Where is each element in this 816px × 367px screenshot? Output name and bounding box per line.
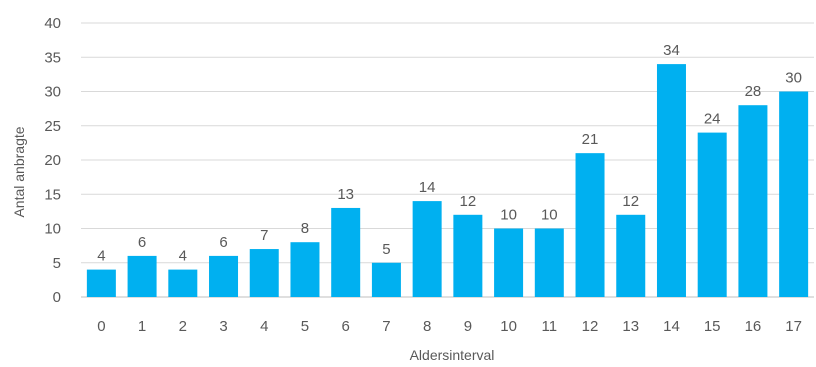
x-tick-label: 16 (745, 318, 762, 335)
bar (127, 255, 157, 297)
data-label: 6 (219, 234, 227, 251)
data-label: 5 (382, 241, 390, 258)
data-label: 14 (419, 179, 436, 196)
y-tick-label: 40 (44, 15, 61, 32)
x-tick-label: 14 (663, 318, 680, 335)
x-tick-label: 13 (622, 318, 639, 335)
y-axis-title: Antal anbragte (11, 126, 27, 217)
data-labels: 4 6 4 6 7 8 13 5 14 12 10 10 21 12 34 24 28 30 (97, 42, 802, 265)
bars (86, 64, 809, 297)
data-label: 30 (785, 70, 802, 87)
x-tick-label: 17 (785, 318, 802, 335)
data-label: 6 (138, 234, 146, 251)
bar (290, 242, 320, 297)
y-tick-label: 20 (44, 152, 61, 169)
data-label: 12 (622, 193, 639, 210)
data-label: 8 (301, 220, 309, 237)
x-tick-label: 8 (423, 318, 431, 335)
bar (534, 228, 564, 297)
y-tick-label: 0 (53, 289, 61, 306)
data-label: 34 (663, 42, 680, 59)
x-tick-label: 4 (260, 318, 268, 335)
bar (209, 255, 239, 297)
y-tick-label: 35 (44, 49, 61, 66)
data-label: 10 (500, 207, 517, 224)
x-tick-label: 1 (138, 318, 146, 335)
y-axis-ticks: 0 5 10 15 20 25 30 35 40 (44, 15, 61, 306)
bar (249, 249, 279, 297)
x-tick-label: 5 (301, 318, 309, 335)
x-tick-label: 2 (179, 318, 187, 335)
bar (86, 269, 116, 297)
bar (616, 214, 646, 297)
y-tick-label: 30 (44, 84, 61, 101)
y-tick-label: 15 (44, 186, 61, 203)
x-axis-ticks: 0 1 2 3 4 5 6 7 8 9 10 11 12 13 14 15 16 17 (97, 318, 802, 335)
y-tick-label: 10 (44, 221, 61, 238)
x-tick-label: 9 (464, 318, 472, 335)
x-tick-label: 11 (542, 318, 558, 335)
bar (494, 228, 524, 297)
bar (371, 262, 401, 297)
data-label: 24 (704, 111, 721, 128)
bar (453, 214, 483, 297)
data-label: 7 (260, 227, 268, 244)
x-tick-label: 7 (382, 318, 390, 335)
bar (656, 64, 686, 297)
data-label: 4 (97, 248, 105, 265)
bar (697, 132, 727, 297)
x-tick-label: 15 (704, 318, 721, 335)
bar (779, 91, 809, 297)
x-tick-label: 6 (342, 318, 350, 335)
y-tick-label: 5 (53, 255, 61, 272)
bar (575, 153, 605, 297)
x-tick-label: 3 (219, 318, 227, 335)
bar (412, 201, 442, 297)
bar (738, 105, 768, 297)
data-label: 10 (541, 207, 558, 224)
data-label: 21 (582, 131, 599, 148)
data-label: 28 (745, 83, 762, 100)
data-label: 13 (337, 186, 354, 203)
y-tick-label: 25 (44, 118, 61, 135)
data-label: 12 (460, 193, 477, 210)
x-tick-label: 0 (97, 318, 105, 335)
bar (331, 207, 361, 297)
x-axis-title: Aldersinterval (410, 347, 495, 363)
gridlines (81, 22, 814, 298)
bar (168, 269, 198, 297)
data-label: 4 (179, 248, 187, 265)
x-tick-label: 10 (500, 318, 517, 335)
x-tick-label: 12 (582, 318, 599, 335)
